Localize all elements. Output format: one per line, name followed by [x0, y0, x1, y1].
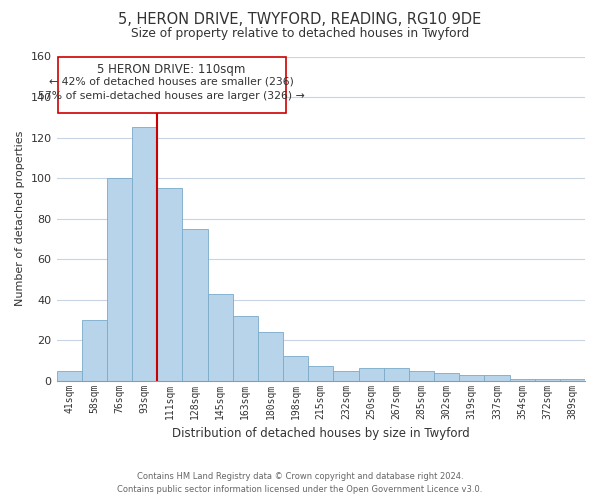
Bar: [434, 372, 459, 380]
Bar: [459, 374, 484, 380]
Bar: [182, 228, 208, 380]
X-axis label: Distribution of detached houses by size in Twyford: Distribution of detached houses by size …: [172, 427, 470, 440]
Bar: [82, 320, 107, 380]
Bar: [308, 366, 334, 380]
Text: Contains HM Land Registry data © Crown copyright and database right 2024.
Contai: Contains HM Land Registry data © Crown c…: [118, 472, 482, 494]
Bar: [535, 378, 560, 380]
Bar: [208, 294, 233, 380]
Bar: [233, 316, 258, 380]
Bar: [258, 332, 283, 380]
Text: 5, HERON DRIVE, TWYFORD, READING, RG10 9DE: 5, HERON DRIVE, TWYFORD, READING, RG10 9…: [118, 12, 482, 28]
Bar: [383, 368, 409, 380]
Bar: [484, 374, 509, 380]
Text: 5 HERON DRIVE: 110sqm: 5 HERON DRIVE: 110sqm: [97, 62, 246, 76]
Text: 57% of semi-detached houses are larger (326) →: 57% of semi-detached houses are larger (…: [38, 91, 305, 101]
Text: Size of property relative to detached houses in Twyford: Size of property relative to detached ho…: [131, 28, 469, 40]
Bar: [283, 356, 308, 380]
Bar: [132, 128, 157, 380]
Bar: [157, 188, 182, 380]
Bar: [334, 370, 359, 380]
Bar: [359, 368, 383, 380]
Text: ← 42% of detached houses are smaller (236): ← 42% of detached houses are smaller (23…: [49, 77, 294, 87]
Bar: [56, 370, 82, 380]
Bar: [409, 370, 434, 380]
Bar: [560, 378, 585, 380]
Y-axis label: Number of detached properties: Number of detached properties: [15, 131, 25, 306]
Bar: [107, 178, 132, 380]
Bar: [509, 378, 535, 380]
Bar: [58, 56, 286, 113]
